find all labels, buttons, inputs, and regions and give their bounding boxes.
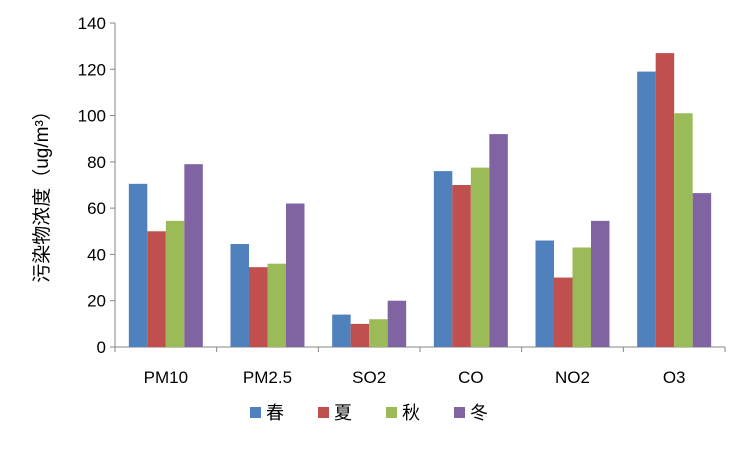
bar — [249, 267, 268, 347]
bar — [332, 314, 351, 347]
x-category-label: NO2 — [555, 368, 590, 387]
legend-swatch — [318, 407, 329, 418]
legend-swatch — [386, 407, 397, 418]
plot-area: 0 20 40 60 80 100 120 140 PM10 PM2.5 SO2 CO NO2 O3 — [78, 14, 726, 387]
bar — [572, 247, 591, 347]
bar — [267, 263, 286, 347]
bar — [387, 300, 407, 347]
bar — [692, 193, 712, 347]
bar — [535, 240, 554, 347]
legend-label: 夏 — [334, 403, 352, 423]
y-tick-label: 120 — [78, 60, 106, 79]
bar — [591, 220, 610, 347]
y-tick-label: 100 — [78, 107, 106, 126]
y-tick-label: 60 — [87, 199, 106, 218]
y-tick-label: 20 — [87, 292, 106, 311]
x-category-label: O3 — [663, 368, 686, 387]
bar — [674, 113, 693, 347]
bar — [286, 203, 305, 347]
bar — [489, 134, 508, 347]
bar — [655, 53, 675, 348]
bar — [350, 323, 370, 347]
legend-swatch — [454, 407, 465, 418]
x-category-label: PM2.5 — [243, 368, 292, 387]
bar — [230, 244, 249, 347]
legend-label: 秋 — [402, 403, 420, 423]
bar — [433, 171, 453, 347]
bar — [637, 71, 656, 347]
y-tick-label: 80 — [87, 153, 106, 172]
bar — [147, 231, 166, 347]
legend: 春夏秋冬 — [250, 403, 488, 423]
x-category-label: PM10 — [144, 368, 188, 387]
bar — [470, 167, 490, 347]
x-category-label: CO — [458, 368, 484, 387]
bar — [165, 220, 185, 347]
bar — [184, 164, 203, 347]
bar — [369, 319, 388, 347]
x-category-label: SO2 — [352, 368, 386, 387]
y-tick-label: 0 — [97, 338, 106, 357]
legend-swatch — [250, 407, 261, 418]
legend-label: 冬 — [470, 403, 488, 423]
legend-label: 春 — [266, 403, 284, 423]
y-tick-label: 140 — [78, 14, 106, 33]
bar — [554, 277, 573, 347]
bar — [128, 183, 148, 347]
y-tick-label: 40 — [87, 245, 106, 264]
bar — [452, 185, 471, 347]
y-axis-title: 污染物浓度（ug/m³） — [31, 101, 53, 283]
